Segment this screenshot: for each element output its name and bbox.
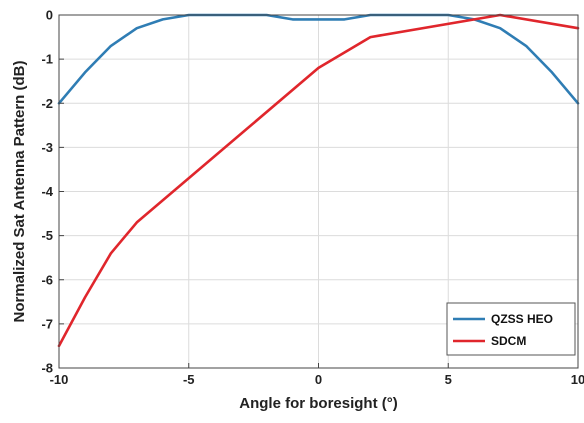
x-axis-title: Angle for boresight (°): [239, 395, 398, 412]
x-tick-label: 5: [445, 372, 452, 387]
x-tick-label: 10: [571, 372, 584, 387]
legend-label-qzss-heo: QZSS HEO: [491, 312, 553, 326]
y-tick-label: -1: [41, 52, 53, 67]
legend-box: [446, 302, 576, 356]
legend: QZSS HEO SDCM: [446, 302, 576, 356]
y-tick-label: -4: [41, 184, 53, 199]
y-tick-label: 0: [46, 8, 53, 23]
x-tick-label: 0: [315, 372, 322, 387]
y-tick-label: -2: [41, 96, 53, 111]
y-tick-label: -8: [41, 361, 53, 376]
x-tick-label: -10: [50, 372, 69, 387]
y-tick-label: -5: [41, 228, 53, 243]
axis-ticks: -10 -5 0 5 10 0 -1 -2 -3 -4 -5 -6 -7 -8: [41, 8, 584, 388]
x-tick-label: -5: [183, 372, 195, 387]
series-line-qzss-heo: [57, 13, 580, 105]
series-lines: [57, 13, 580, 348]
y-tick-label: -6: [41, 272, 53, 287]
y-axis-title: Normalized Sat Antenna Pattern (dB): [11, 61, 28, 323]
legend-label-sdcm: SDCM: [491, 334, 526, 348]
series-line-sdcm: [57, 13, 580, 348]
y-tick-label: -3: [41, 140, 53, 155]
y-tick-label: -7: [41, 316, 53, 331]
